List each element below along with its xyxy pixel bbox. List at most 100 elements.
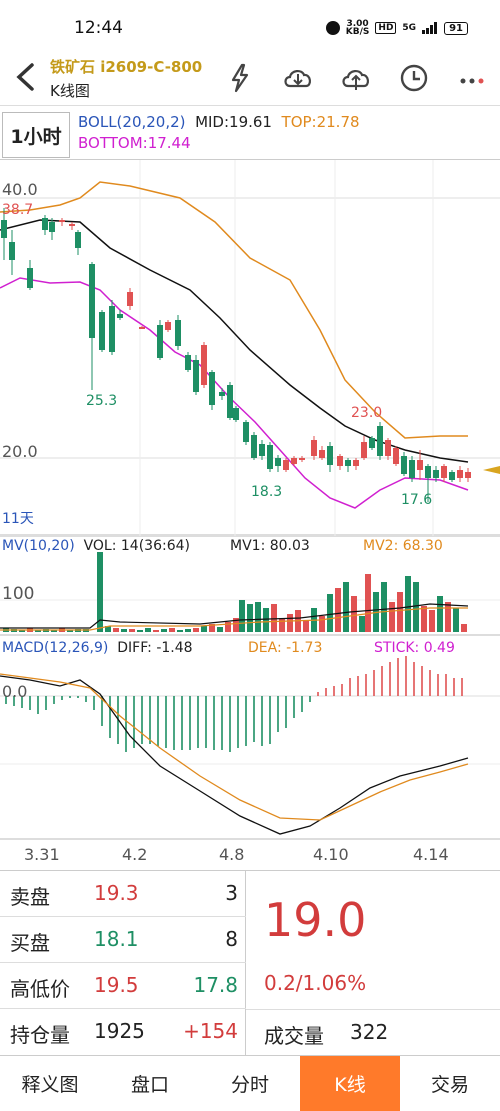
volume-bar	[185, 629, 191, 632]
buy-price: 18.1	[94, 927, 139, 951]
sell-qty: 3	[225, 881, 238, 905]
candle-body	[283, 460, 289, 470]
mv2-value: MV2: 68.30	[363, 538, 443, 554]
volume-bar	[327, 594, 333, 632]
header: 铁矿石 i2609-C-800 K线图	[0, 50, 500, 106]
price-summary: 19.0 0.2/1.06% 成交量 322	[246, 871, 500, 1055]
high-low-row: 高低价 19.5 17.8	[0, 963, 246, 1009]
open-interest-row: 持仓量 1925 +154	[0, 1009, 246, 1055]
boll-bottom-line	[0, 277, 469, 509]
buy-qty: 8	[225, 927, 238, 951]
volume-bar	[233, 618, 239, 632]
volume-bar	[153, 630, 159, 632]
low-label-1: 25.3	[86, 393, 118, 409]
candle-body	[185, 355, 191, 370]
volume-bar	[209, 624, 215, 632]
low-label-2: 18.3	[251, 484, 283, 500]
x-label-4: 4.10	[313, 845, 349, 864]
volume-bar	[279, 618, 285, 632]
volume-total: 322	[350, 1020, 389, 1044]
tab-explanation[interactable]: 释义图	[21, 1074, 79, 1096]
volume-bar	[137, 630, 143, 632]
tab-intraday[interactable]: 分时	[230, 1074, 269, 1096]
x-label-5: 4.14	[413, 845, 449, 864]
tab-kline[interactable]: K线	[300, 1056, 400, 1111]
cloud-download-icon[interactable]	[282, 62, 314, 94]
volume-row: 成交量 322	[246, 1009, 500, 1055]
volume-bar	[453, 608, 459, 632]
contract-title: 铁矿石 i2609-C-800	[50, 58, 203, 76]
volume-bar	[51, 630, 57, 632]
peak-label: 23.0	[351, 405, 383, 421]
clock-icon[interactable]	[398, 62, 430, 94]
sell-label: 卖盘	[10, 885, 50, 909]
x-label-1: 3.31	[24, 845, 60, 864]
candlestick-chart[interactable]	[0, 160, 500, 536]
candle-body	[409, 460, 415, 478]
volume-chart[interactable]	[0, 536, 500, 636]
back-button[interactable]	[12, 62, 40, 92]
volume-bar	[405, 576, 411, 632]
more-icon[interactable]	[456, 62, 488, 94]
volume-bar	[217, 627, 223, 632]
candle-body	[165, 322, 171, 330]
candle-body	[337, 456, 343, 466]
macd-diff: DIFF: -1.48	[117, 640, 193, 656]
candle-body	[175, 320, 181, 346]
y-axis-20: 20.0	[2, 442, 38, 461]
boll-values: BOLL(20,20,2) MID:19.61 TOP:21.78	[78, 113, 360, 131]
dea-line	[0, 673, 469, 821]
volume-bar	[97, 552, 103, 632]
tab-order-book[interactable]: 盘口	[130, 1074, 169, 1096]
volume-bar	[19, 630, 25, 632]
open-interest-value: 1925	[94, 1019, 145, 1043]
candle-body	[377, 426, 383, 456]
sell-price: 19.3	[94, 881, 139, 905]
candle-body	[209, 372, 215, 405]
volume-bar	[389, 602, 395, 632]
volume-bar	[303, 620, 309, 632]
last-price: 19.0	[264, 893, 367, 947]
candle-body	[345, 460, 351, 466]
boll-mid-line	[0, 219, 469, 463]
boll-bottom: BOTTOM:17.44	[78, 134, 191, 152]
candle-body	[9, 242, 15, 260]
tab-trade[interactable]: 交易	[430, 1074, 469, 1096]
macd-chart[interactable]	[0, 636, 500, 840]
candle-body	[193, 360, 199, 392]
candle-body	[311, 440, 317, 456]
candle-body	[259, 444, 265, 456]
volume-bar	[381, 582, 387, 632]
speed-value: 3.00	[346, 19, 369, 29]
volume-bar	[225, 622, 231, 632]
boll-top: TOP:21.78	[281, 113, 360, 131]
volume-bar	[35, 630, 41, 632]
volume-bar	[145, 628, 151, 632]
boll-mid: MID:19.61	[195, 113, 272, 131]
volume-bar	[247, 604, 253, 632]
candle-body	[219, 392, 225, 396]
lightning-icon[interactable]	[224, 62, 256, 94]
candle-body	[117, 314, 123, 318]
volume-bar	[129, 629, 135, 632]
candle-body	[27, 268, 33, 288]
alarm-icon	[325, 21, 340, 35]
volume-bar	[319, 616, 325, 632]
macd-name: MACD(12,26,9)	[2, 640, 109, 656]
volume-y-100: 100	[2, 584, 35, 604]
indicator-bar: 1小时 BOLL(20,20,2) MID:19.61 TOP:21.78 BO…	[0, 108, 500, 160]
volume-header: MV(10,20) VOL: 14(36:64)	[2, 538, 190, 554]
volume-bar	[161, 629, 167, 632]
volume-name: MV(10,20)	[2, 538, 75, 554]
candle-body	[441, 466, 447, 478]
period-selector[interactable]: 1小时	[2, 112, 70, 158]
low-price: 17.8	[193, 973, 238, 997]
volume-bar	[461, 624, 467, 632]
high-low-label: 高低价	[10, 977, 70, 1001]
volume-bar	[397, 592, 403, 632]
open-interest-label: 持仓量	[10, 1023, 70, 1047]
volume-label: 成交量	[264, 1024, 324, 1048]
volume-bar	[365, 574, 371, 632]
cloud-upload-icon[interactable]	[340, 62, 372, 94]
